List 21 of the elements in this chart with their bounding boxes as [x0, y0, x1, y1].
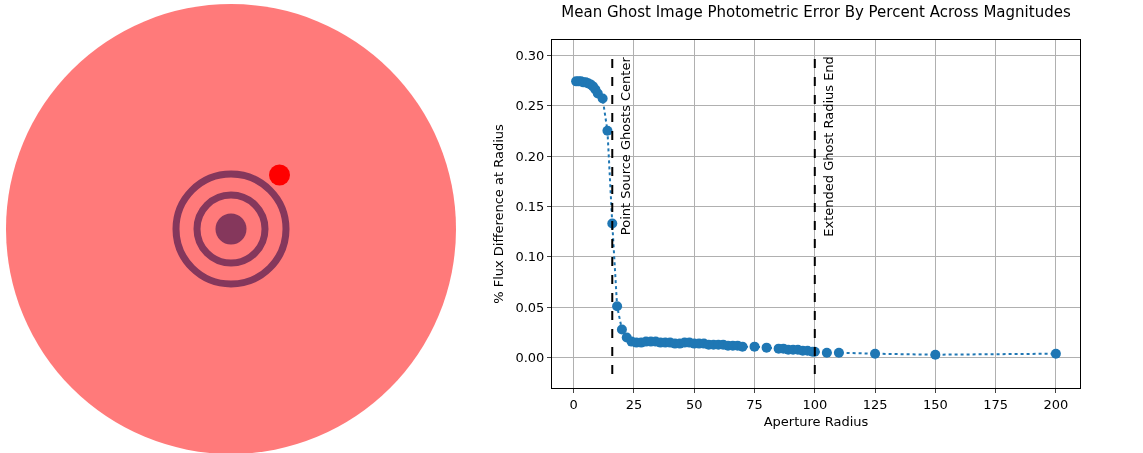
x-tick-label: 50	[685, 396, 703, 412]
y-tick-label: 0.20	[515, 148, 545, 164]
x-tick-label: 150	[922, 396, 948, 412]
x-tick-label: 100	[802, 396, 828, 412]
chart-title: Mean Ghost Image Photometric Error By Percent Across Magnitudes	[561, 3, 1071, 22]
x-axis-title: Aperture Radius	[763, 414, 869, 430]
y-tick-label: 0.15	[515, 198, 545, 214]
x-tick-label: 75	[746, 396, 763, 412]
y-tick-label: 0.10	[515, 249, 545, 265]
y-tick-label: 0.30	[515, 47, 545, 63]
x-tick-label: 175	[983, 396, 1009, 412]
y-tick-label: 0.05	[515, 299, 545, 315]
x-tick-label: 0	[569, 396, 578, 412]
x-tick-label: 25	[625, 396, 643, 412]
y-tick-label: 0.00	[515, 350, 545, 366]
ref-line-label: Point Source Ghosts Center	[618, 56, 634, 236]
y-tick-label: 0.25	[515, 98, 545, 114]
x-tick-label: 200	[1043, 396, 1069, 412]
ref-line-label: Extended Ghost Radius End	[820, 56, 836, 237]
y-axis-title: % Flux Difference at Radius	[491, 123, 507, 304]
x-tick-label: 125	[862, 396, 888, 412]
